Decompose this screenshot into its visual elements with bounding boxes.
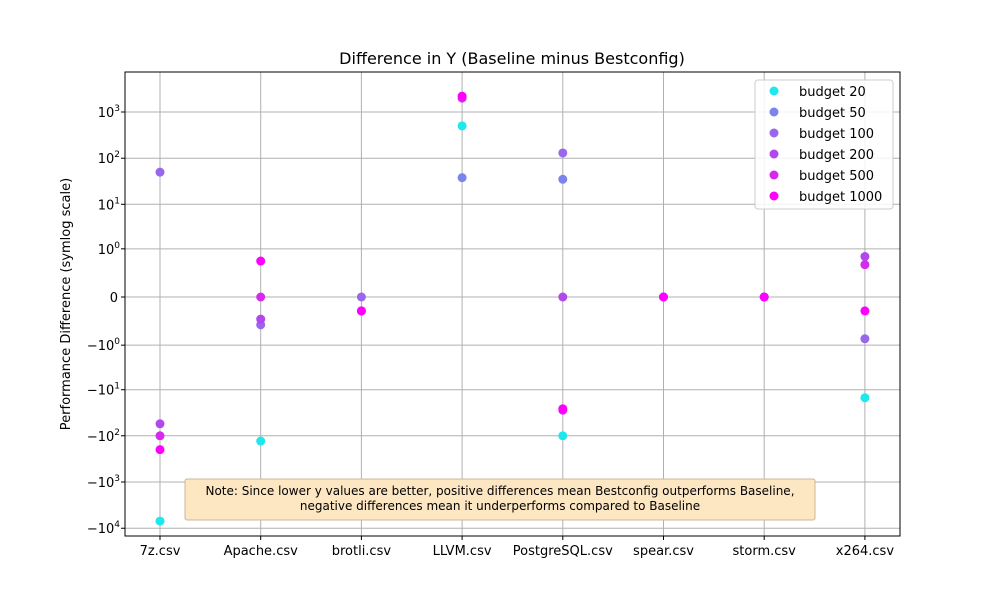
y-tick-label: −100 bbox=[87, 337, 120, 354]
legend-marker bbox=[769, 107, 779, 117]
data-point bbox=[759, 292, 769, 302]
data-point bbox=[457, 91, 467, 101]
x-tick-label: 7z.csv bbox=[140, 544, 181, 559]
legend-marker bbox=[769, 191, 779, 201]
y-tick-label: 0 bbox=[110, 291, 118, 306]
legend-label: budget 100 bbox=[799, 127, 874, 142]
legend-marker bbox=[769, 149, 779, 159]
data-point bbox=[155, 516, 165, 526]
data-point bbox=[558, 174, 568, 184]
legend-label: budget 500 bbox=[799, 169, 874, 184]
data-point bbox=[558, 404, 568, 414]
data-point bbox=[155, 431, 165, 441]
y-tick-label: −103 bbox=[87, 474, 120, 491]
data-point bbox=[356, 292, 366, 302]
y-tick-label: −101 bbox=[87, 382, 120, 399]
data-point bbox=[256, 314, 266, 324]
legend-marker bbox=[769, 128, 779, 138]
legend: budget 20 budget 50 budget 100 budget 200 bu… bbox=[754, 79, 894, 210]
y-tick-label: −102 bbox=[87, 428, 120, 445]
x-axis: 7z.csv Apache.csv brotli.csv LLVM.csv Postgr… bbox=[140, 536, 895, 559]
annotation-box: Note: Since lower y values are better, p… bbox=[184, 478, 816, 521]
data-point bbox=[860, 260, 870, 270]
data-point bbox=[155, 167, 165, 177]
data-point bbox=[155, 445, 165, 455]
x-tick-label: x264.csv bbox=[836, 544, 895, 559]
y-tick-label: −104 bbox=[87, 520, 120, 537]
x-tick-label: storm.csv bbox=[733, 544, 797, 559]
data-point bbox=[256, 292, 266, 302]
data-point bbox=[356, 306, 366, 316]
data-point bbox=[860, 334, 870, 344]
x-tick-label: Apache.csv bbox=[224, 544, 299, 559]
y-tick-label: 101 bbox=[98, 196, 120, 213]
x-tick-label: PostgreSQL.csv bbox=[513, 544, 613, 559]
y-tick-label: 102 bbox=[98, 150, 120, 167]
annotation-line-2: negative differences mean it underperfor… bbox=[300, 499, 700, 513]
legend-marker bbox=[769, 86, 779, 96]
plot-frame bbox=[124, 71, 901, 537]
data-point bbox=[457, 173, 467, 183]
chart-title: Difference in Y (Baseline minus Bestconf… bbox=[339, 49, 685, 68]
data-point bbox=[457, 121, 467, 131]
x-tick-label: spear.csv bbox=[633, 544, 694, 559]
x-tick-label: brotli.csv bbox=[332, 544, 392, 559]
data-point bbox=[256, 436, 266, 446]
legend-label: budget 200 bbox=[799, 148, 874, 163]
legend-label: budget 50 bbox=[799, 106, 866, 121]
data-point bbox=[155, 419, 165, 429]
data-point bbox=[860, 393, 870, 403]
points-layer bbox=[155, 91, 870, 526]
data-point bbox=[256, 256, 266, 266]
annotation-line-1: Note: Since lower y values are better, p… bbox=[205, 484, 794, 498]
legend-marker bbox=[769, 170, 779, 180]
y-axis: 103 102 101 100 0 −100 −101 −102 −103 −104 bbox=[87, 104, 125, 537]
legend-label: budget 1000 bbox=[799, 190, 882, 205]
data-point bbox=[860, 306, 870, 316]
y-axis-label: Performance Difference (symlog scale) bbox=[59, 178, 74, 430]
data-point bbox=[659, 292, 668, 302]
data-point bbox=[558, 292, 568, 302]
y-tick-label: 103 bbox=[98, 104, 120, 121]
legend-label: budget 20 bbox=[799, 85, 866, 100]
legend-frame bbox=[754, 79, 894, 210]
data-point bbox=[558, 148, 568, 158]
data-point bbox=[558, 431, 568, 441]
y-tick-label: 100 bbox=[98, 241, 121, 258]
annotation-background bbox=[184, 478, 816, 521]
data-point bbox=[860, 252, 870, 262]
x-tick-label: LLVM.csv bbox=[433, 544, 492, 559]
